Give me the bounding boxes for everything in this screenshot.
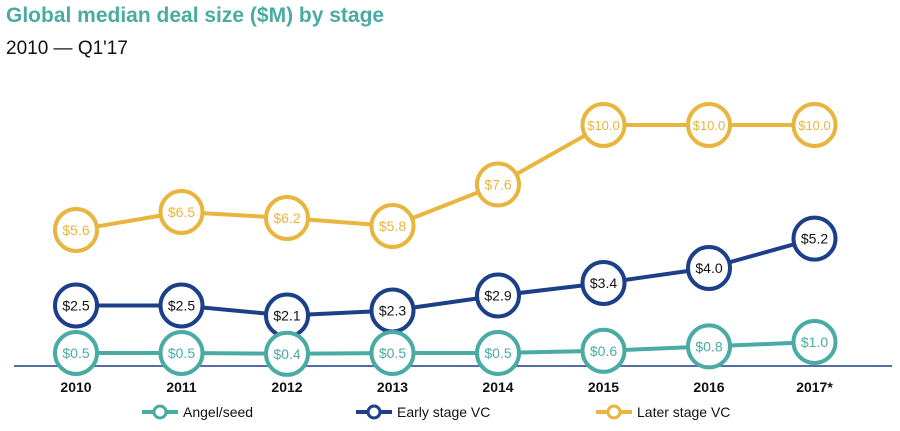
data-point	[158, 282, 205, 329]
data-label: $7.6	[484, 177, 511, 193]
legend-item: Early stage VC	[356, 404, 490, 420]
chart-title: Global median deal size ($M) by stage	[6, 4, 385, 27]
data-point	[580, 102, 627, 148]
data-label: $0.4	[273, 346, 300, 362]
x-tick-label: 2016	[693, 379, 724, 395]
x-tick-label: 2014	[482, 379, 513, 395]
data-point	[158, 330, 205, 376]
legend-marker	[366, 404, 382, 420]
data-label: $5.8	[379, 218, 406, 234]
data-label: $0.5	[62, 345, 89, 361]
data-point	[686, 102, 732, 148]
data-point	[475, 330, 521, 376]
data-label: $5.2	[801, 231, 828, 247]
data-point	[475, 161, 521, 208]
legend-marker	[152, 404, 168, 420]
x-tick-label: 2013	[377, 379, 408, 395]
data-point	[580, 327, 627, 374]
data-label: $0.8	[695, 338, 722, 354]
data-label: $2.1	[273, 308, 300, 324]
legend-label: Later stage VC	[637, 404, 730, 420]
data-label: $2.5	[168, 298, 195, 314]
data-point	[475, 272, 521, 319]
legend-label: Angel/seed	[183, 404, 253, 420]
legend-item: Angel/seed	[142, 404, 253, 420]
x-tick-label: 2011	[166, 379, 197, 395]
data-point	[369, 330, 416, 376]
x-tick-label: 2017*	[796, 379, 833, 395]
data-label: $6.5	[168, 204, 195, 220]
data-point	[791, 215, 838, 262]
data-label: $10.0	[798, 118, 831, 133]
data-point	[791, 319, 838, 365]
data-point	[686, 323, 732, 370]
legend-item: Later stage VC	[596, 404, 730, 420]
data-label: $3.4	[590, 275, 617, 291]
data-point	[369, 203, 416, 249]
data-point	[264, 195, 310, 241]
data-label: $10.0	[587, 118, 620, 133]
data-point	[53, 282, 99, 329]
data-label: $2.5	[62, 298, 89, 314]
data-point	[53, 330, 99, 376]
data-point	[53, 207, 99, 253]
data-label: $1.0	[801, 334, 828, 350]
legend-marker	[606, 404, 622, 420]
data-point	[686, 245, 732, 291]
data-label: $2.9	[484, 288, 511, 304]
data-point	[580, 260, 627, 306]
data-label: $4.0	[695, 260, 722, 276]
data-label: $5.6	[62, 222, 89, 238]
data-label: $2.3	[379, 303, 406, 319]
data-point	[264, 330, 310, 377]
data-label: $6.2	[273, 210, 300, 226]
chart-subtitle: 2010 — Q1'17	[6, 38, 128, 59]
data-label: $0.5	[484, 345, 511, 361]
data-label: $10.0	[693, 118, 726, 133]
x-tick-label: 2012	[271, 379, 302, 395]
data-label: $0.6	[590, 343, 617, 359]
data-point	[158, 189, 205, 235]
x-tick-label: 2015	[588, 379, 619, 395]
legend-label: Early stage VC	[397, 404, 490, 420]
data-label: $0.5	[168, 345, 195, 361]
data-point	[791, 102, 838, 148]
x-tick-label: 2010	[60, 379, 91, 395]
data-label: $0.5	[379, 345, 406, 361]
